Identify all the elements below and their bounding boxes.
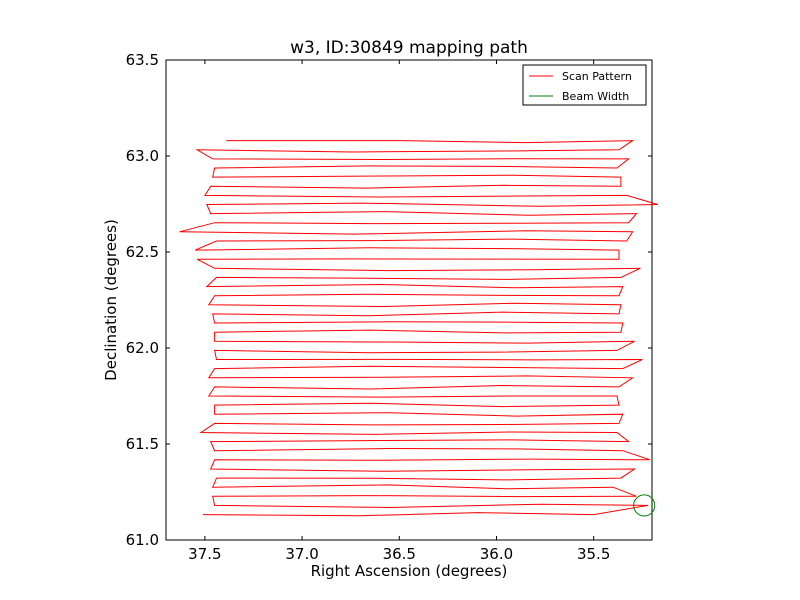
x-tick-label: 36.5 [383, 545, 416, 563]
plot-frame [165, 59, 653, 541]
y-tick-label: 63.5 [126, 51, 159, 69]
scan-pattern-line [179, 140, 658, 517]
legend-box [522, 64, 647, 106]
legend: Scan Pattern Beam Width [522, 64, 647, 106]
x-tick-label: 36.0 [480, 545, 513, 563]
y-tick-label: 63.0 [126, 147, 159, 165]
legend-label-beam-width: Beam Width [562, 90, 629, 103]
beam-width-circle [633, 494, 656, 517]
x-tick-label: 37.0 [285, 545, 318, 563]
y-tick-label: 62.0 [126, 339, 159, 357]
x-axis: 37.5 37.0 36.5 36.0 35.5 [188, 60, 610, 563]
y-axis-label: Declination (degrees) [102, 219, 120, 381]
x-axis-label: Right Ascension (degrees) [311, 562, 508, 580]
x-tick-label: 37.5 [188, 545, 221, 563]
x-tick-label: 35.5 [577, 545, 610, 563]
legend-label-scan-pattern: Scan Pattern [562, 70, 632, 83]
y-tick-label: 61.0 [126, 531, 159, 549]
y-axis: 61.0 61.5 62.0 62.5 63.0 63.5 [126, 51, 652, 549]
plot-area [165, 59, 658, 541]
y-tick-label: 61.5 [126, 435, 159, 453]
chart-title: w3, ID:30849 mapping path [290, 38, 528, 58]
y-tick-label: 62.5 [126, 243, 159, 261]
